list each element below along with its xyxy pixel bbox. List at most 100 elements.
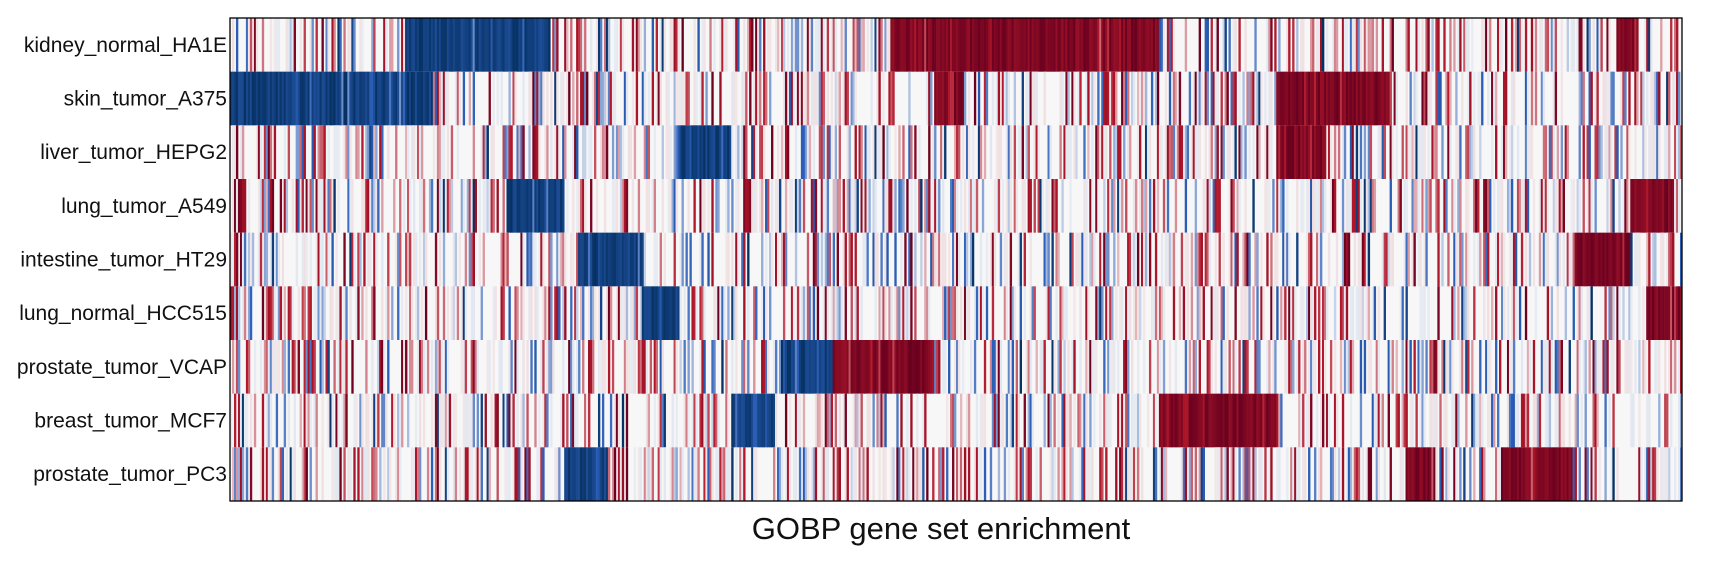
- heatmap-cell: [257, 232, 261, 287]
- heatmap-cell: [1015, 447, 1019, 501]
- heatmap-cell: [1369, 447, 1373, 501]
- heatmap-cell: [1421, 286, 1424, 340]
- heatmap-cell: [713, 286, 716, 340]
- heatmap-cell: [973, 286, 977, 340]
- heatmap-cell: [287, 393, 291, 448]
- heatmap-cell: [1538, 393, 1542, 448]
- heatmap-cell: [1284, 125, 1287, 179]
- heatmap-cell: [412, 125, 416, 179]
- heatmap-cell: [1061, 179, 1064, 233]
- heatmap-cell: [1321, 71, 1325, 126]
- heatmap-cell: [1624, 232, 1627, 287]
- heatmap-cell: [548, 18, 551, 72]
- heatmap-cell: [1409, 125, 1412, 179]
- heatmap-cell: [1383, 447, 1386, 501]
- heatmap-cell: [1222, 18, 1225, 72]
- heatmap-cell: [1135, 447, 1138, 501]
- heatmap-cell: [983, 125, 987, 179]
- heatmap-cell: [1196, 232, 1200, 287]
- heatmap-cell: [1381, 125, 1384, 179]
- heatmap-cell: [1262, 286, 1265, 340]
- heatmap-cell: [385, 71, 388, 126]
- heatmap-cell: [1105, 286, 1108, 340]
- heatmap-cell: [820, 340, 824, 394]
- heatmap-cell: [629, 286, 633, 340]
- heatmap-cell: [1071, 18, 1074, 72]
- heatmap-cell: [1654, 447, 1657, 501]
- heatmap-cell: [367, 447, 370, 501]
- heatmap-cell: [1502, 447, 1506, 501]
- heatmap-cell: [844, 18, 847, 72]
- heatmap-cell: [1560, 393, 1564, 448]
- heatmap-cell: [761, 179, 764, 233]
- heatmap-cell: [1391, 18, 1394, 72]
- heatmap-cell: [1138, 125, 1142, 179]
- heatmap-cell: [1516, 18, 1520, 72]
- heatmap-cell: [824, 447, 828, 501]
- heatmap-cell: [832, 447, 836, 501]
- heatmap-cell: [1232, 340, 1235, 394]
- heatmap-cell: [1228, 179, 1231, 233]
- heatmap-cell: [946, 447, 949, 501]
- heatmap-cell: [1085, 340, 1088, 394]
- heatmap-cell: [428, 179, 432, 233]
- heatmap-cell: [1467, 71, 1470, 126]
- heatmap-cell: [1359, 232, 1363, 287]
- heatmap-cell: [572, 340, 575, 394]
- heatmap-cell: [936, 179, 939, 233]
- heatmap-cell: [510, 18, 513, 72]
- row-labels: kidney_normal_HA1Eskin_tumor_A375liver_t…: [17, 34, 227, 486]
- heatmap-cell: [546, 393, 549, 448]
- heatmap-cell: [1318, 447, 1321, 501]
- heatmap-cell: [233, 179, 237, 233]
- heatmap-cell: [1222, 125, 1225, 179]
- heatmap-cell: [683, 125, 686, 179]
- heatmap-cell: [1178, 393, 1182, 448]
- heatmap-cell: [735, 125, 738, 179]
- heatmap-cell: [307, 393, 310, 448]
- heatmap-cell: [1051, 232, 1054, 287]
- heatmap-cell: [995, 393, 999, 448]
- heatmap-cell: [1381, 71, 1384, 126]
- heatmap-cell: [1115, 71, 1118, 126]
- heatmap-cell: [1079, 232, 1082, 287]
- heatmap-cell: [1029, 232, 1032, 287]
- heatmap-cell: [1290, 286, 1293, 340]
- heatmap-cell: [586, 447, 589, 501]
- heatmap-cell: [1296, 18, 1299, 72]
- heatmap-cell: [265, 286, 269, 340]
- heatmap-cell: [305, 179, 308, 233]
- heatmap-cell: [279, 286, 283, 340]
- heatmap-cell: [371, 179, 374, 233]
- heatmap-cell: [536, 286, 539, 340]
- heatmap-cell: [1051, 447, 1054, 501]
- heatmap-cell: [1493, 179, 1496, 233]
- heatmap-cell: [1119, 125, 1122, 179]
- heatmap-cell: [379, 125, 382, 179]
- heatmap-cell: [1598, 125, 1601, 179]
- heatmap-cell: [1357, 18, 1361, 72]
- row-label: liver_tumor_HEPG2: [40, 141, 227, 164]
- heatmap-cell: [775, 232, 778, 287]
- heatmap-cell: [1349, 71, 1353, 126]
- heatmap-cell: [687, 340, 690, 394]
- heatmap-cell: [1495, 447, 1498, 501]
- heatmap-cell: [1272, 179, 1275, 233]
- heatmap-cell: [601, 125, 605, 179]
- heatmap-cell: [864, 125, 867, 179]
- heatmap-cell: [508, 18, 511, 72]
- heatmap-cell: [653, 286, 657, 340]
- heatmap-cell: [1168, 125, 1172, 179]
- heatmap-cell: [397, 393, 400, 448]
- heatmap-cell: [812, 286, 816, 340]
- heatmap-cell: [1333, 393, 1337, 448]
- heatmap-cell: [492, 18, 495, 72]
- heatmap-cell: [570, 286, 573, 340]
- heatmap-cell: [291, 447, 294, 501]
- heatmap-cell: [1654, 125, 1657, 179]
- heatmap-cell: [576, 286, 579, 340]
- heatmap-cell: [422, 393, 426, 448]
- heatmap-cell: [1280, 286, 1283, 340]
- heatmap-cell: [436, 179, 440, 233]
- heatmap-cell: [1594, 71, 1597, 126]
